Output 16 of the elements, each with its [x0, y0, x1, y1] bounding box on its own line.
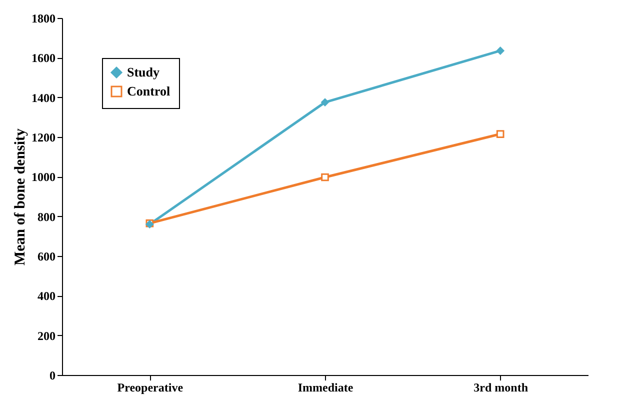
y-tick-label: 200 — [38, 328, 56, 343]
y-tick-label: 1000 — [32, 170, 56, 184]
y-tick-label: 1600 — [32, 51, 56, 66]
x-tick-label: Preoperative — [117, 380, 184, 394]
y-tick-label: 400 — [38, 289, 56, 304]
x-tick-label: 3rd month — [474, 380, 528, 394]
y-tick-label: 1800 — [32, 12, 56, 26]
y-axis-title: Mean of bone density — [12, 128, 28, 266]
legend-label: Study — [127, 64, 160, 80]
y-tick-label: 600 — [38, 250, 56, 264]
y-tick-label: 800 — [38, 210, 56, 224]
y-tick-label: 1200 — [32, 130, 56, 144]
y-tick-label: 1400 — [32, 90, 56, 105]
y-tick-label: 0 — [50, 368, 56, 382]
x-tick-label: Immediate — [298, 380, 354, 394]
legend-label: Control — [127, 84, 170, 98]
